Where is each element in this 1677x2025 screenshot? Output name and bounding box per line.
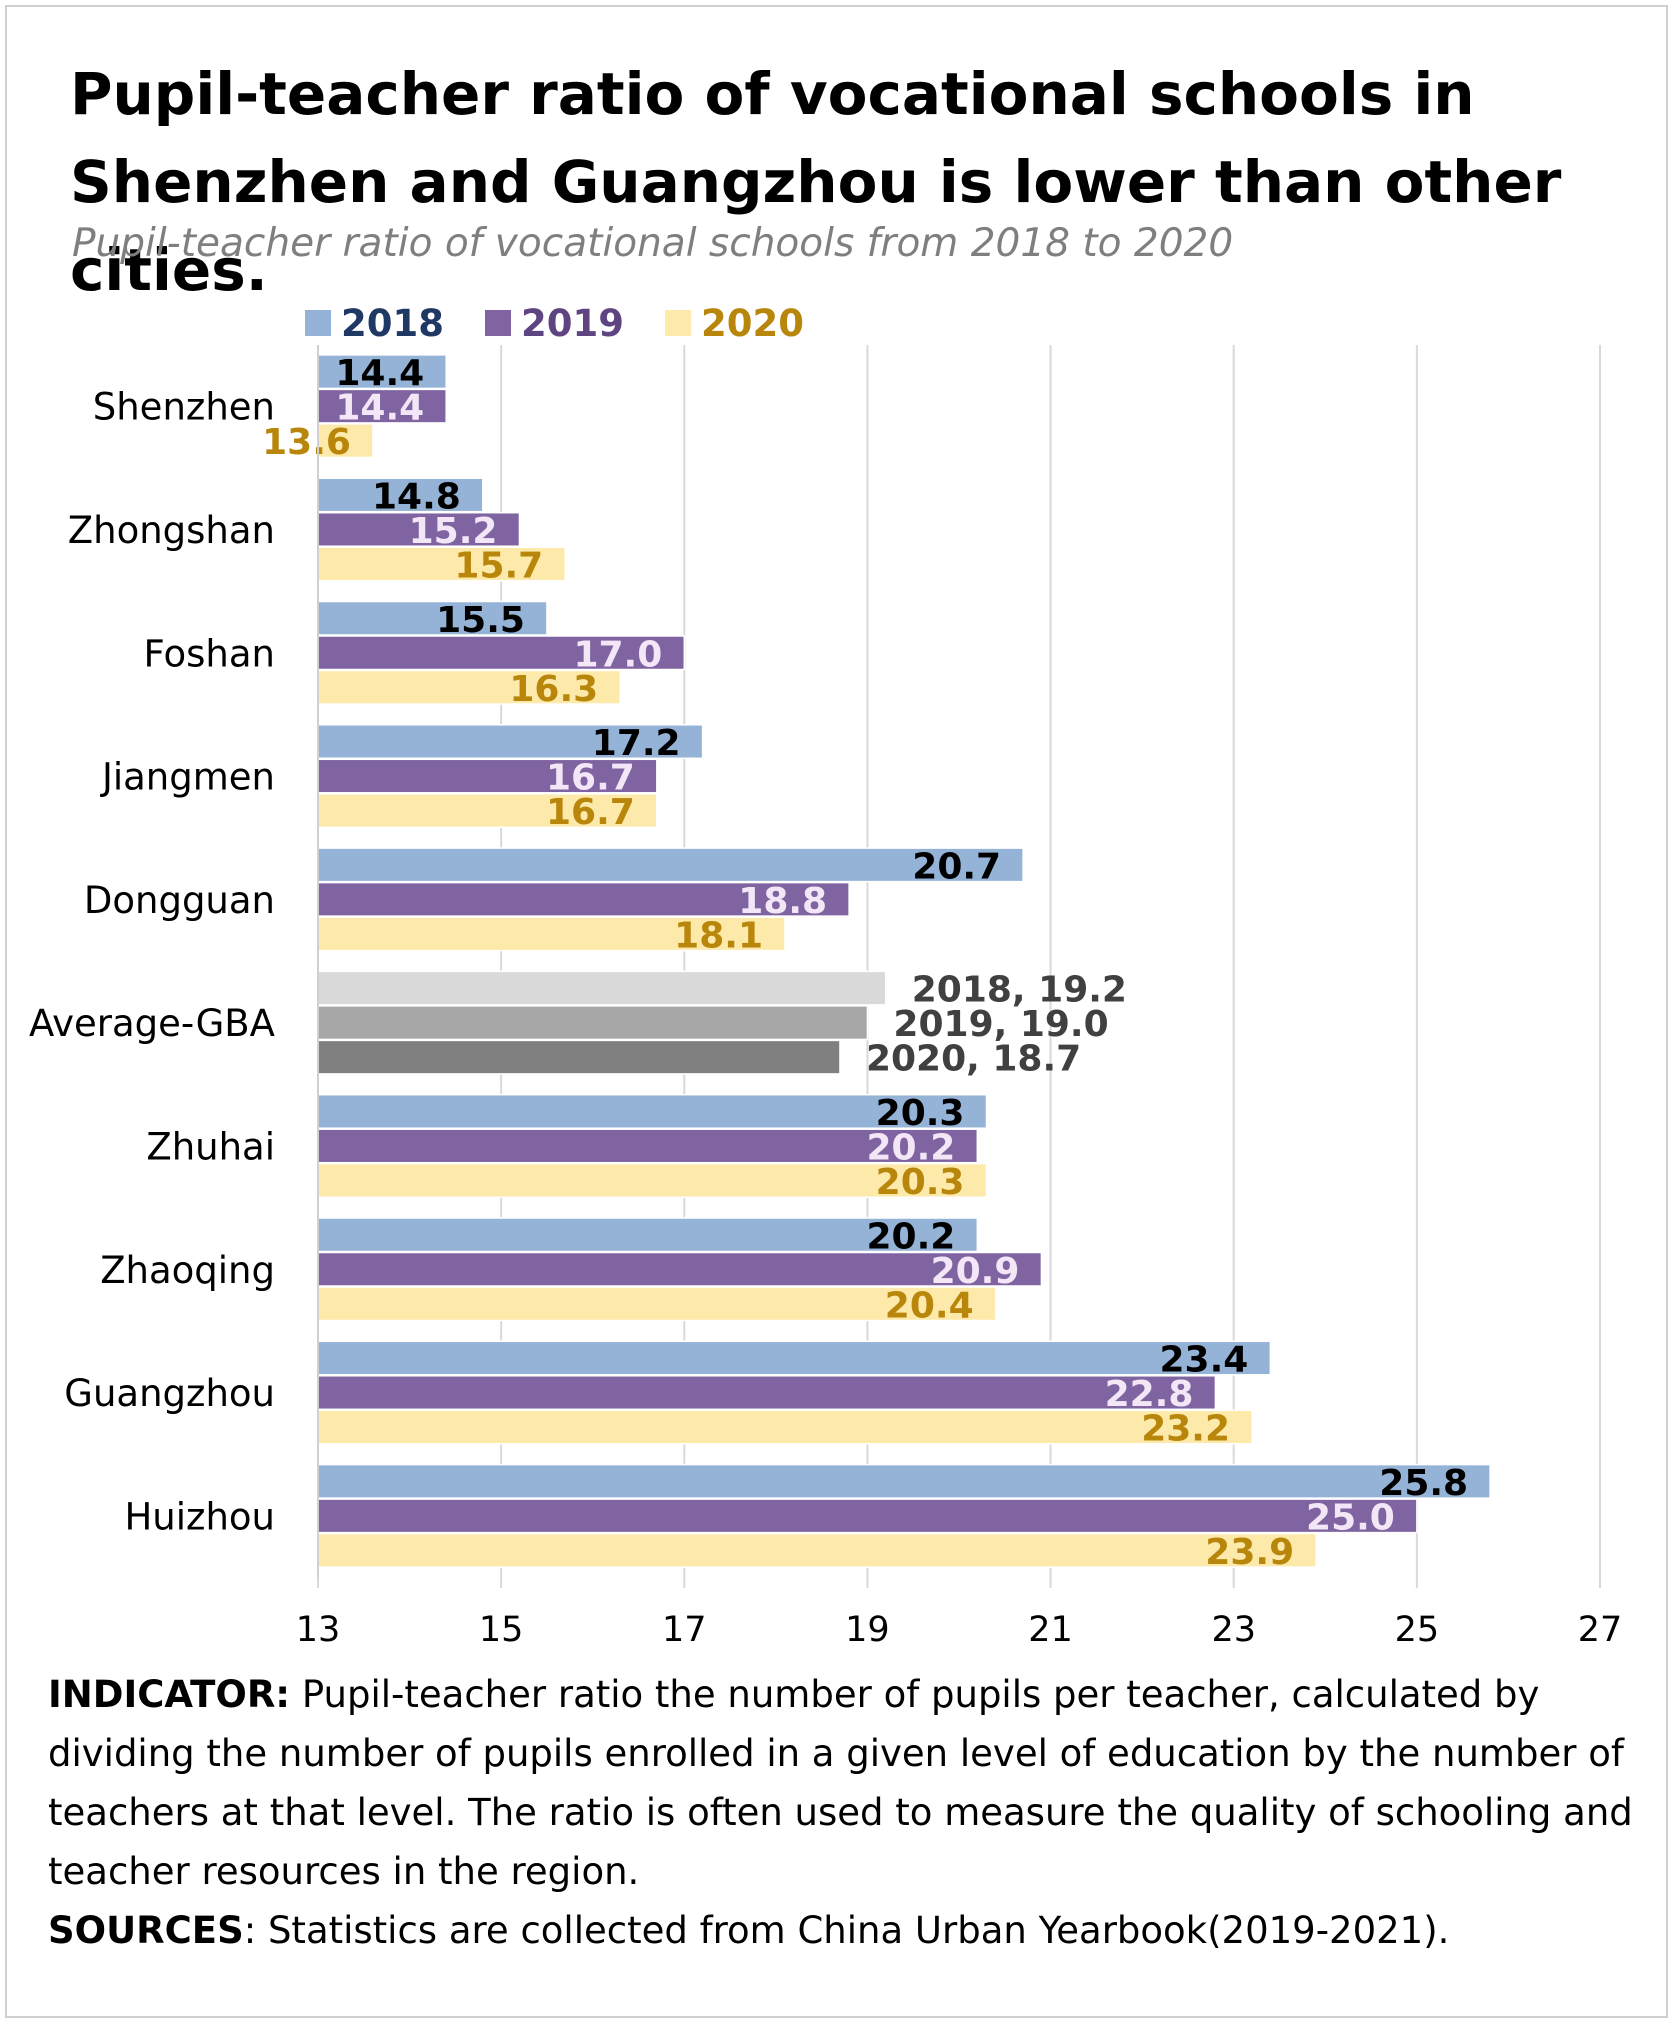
data-label-dongguan-2020: 18.1 — [674, 915, 763, 956]
data-label-zhongshan-2018: 14.8 — [372, 476, 461, 517]
data-label-huizhou-2018: 25.8 — [1379, 1463, 1468, 1504]
x-tick-label-25: 25 — [1395, 1610, 1440, 1650]
category-label-zhongshan: Zhongshan — [68, 509, 275, 552]
data-label-jiangmen-2019: 16.7 — [546, 758, 635, 799]
data-label-zhaoqing-2019: 20.9 — [931, 1251, 1020, 1292]
bar-zhaoqing-2018 — [317, 1217, 979, 1253]
sources-label: SOURCES — [48, 1909, 244, 1952]
bar-shenzhen-2020 — [317, 423, 374, 459]
bar-huizhou-2020 — [317, 1532, 1317, 1568]
bar-zhuhai-2018 — [317, 1093, 988, 1129]
bar-dongguan-2018 — [317, 847, 1024, 883]
data-label-huizhou-2020: 23.9 — [1205, 1532, 1294, 1573]
data-label-shenzhen-2018: 14.4 — [335, 353, 424, 394]
bar-average-gba-2018 — [317, 970, 887, 1006]
bar-huizhou-2019 — [317, 1498, 1418, 1534]
data-label-guangzhou-2019: 22.8 — [1105, 1374, 1194, 1415]
legend-swatch-2019 — [485, 310, 511, 336]
data-label-guangzhou-2020: 23.2 — [1141, 1409, 1230, 1450]
data-label-dongguan-2018: 20.7 — [912, 846, 1001, 887]
category-label-zhaoqing: Zhaoqing — [100, 1249, 275, 1292]
data-label-shenzhen-2019: 14.4 — [335, 388, 424, 429]
bar-jiangmen-2020 — [317, 793, 658, 829]
category-label-shenzhen: Shenzhen — [93, 386, 275, 429]
x-tick-label-13: 13 — [296, 1610, 341, 1650]
data-label-zhuhai-2020: 20.3 — [876, 1162, 965, 1203]
category-label-jiangmen: Jiangmen — [100, 756, 275, 799]
data-label-foshan-2018: 15.5 — [436, 600, 525, 641]
sources-note: SOURCES: Statistics are collected from C… — [48, 1901, 1638, 1960]
legend-label-2019: 2019 — [521, 302, 624, 345]
data-label-zhongshan-2019: 15.2 — [409, 511, 498, 552]
sources-text: : Statistics are collected from China Ur… — [243, 1909, 1450, 1952]
bar-jiangmen-2018 — [317, 724, 704, 760]
bar-dongguan-2019 — [317, 881, 850, 917]
data-label-jiangmen-2018: 17.2 — [592, 723, 681, 764]
legend-label-2020: 2020 — [701, 302, 804, 345]
data-label-huizhou-2019: 25.0 — [1306, 1497, 1395, 1538]
data-label-zhuhai-2018: 20.3 — [876, 1093, 965, 1134]
x-tick-label-19: 19 — [845, 1610, 890, 1650]
bar-foshan-2019 — [317, 635, 686, 671]
bar-shenzhen-2019 — [317, 388, 447, 424]
bar-dongguan-2020 — [317, 916, 786, 952]
bar-chart: 13 15 17 19 21 23 25 27 2018 2019 2020 Shenzhen 14.4… — [29, 302, 1623, 1650]
bar-average-gba-2019 — [317, 1005, 869, 1041]
footer-notes: INDICATOR: Pupil-teacher ratio the numbe… — [48, 1665, 1638, 1960]
x-tick-label-15: 15 — [479, 1610, 524, 1650]
chart-subtitle: Pupil-teacher ratio of vocational school… — [72, 221, 1234, 266]
bar-zhuhai-2020 — [317, 1162, 988, 1198]
category-label-huizhou: Huizhou — [124, 1495, 275, 1538]
data-label-dongguan-2019: 18.8 — [738, 881, 827, 922]
data-label-foshan-2019: 17.0 — [573, 634, 662, 675]
x-tick-label-23: 23 — [1211, 1610, 1256, 1650]
category-label-dongguan: Dongguan — [84, 879, 275, 922]
data-label-zhuhai-2019: 20.2 — [866, 1127, 955, 1168]
legend-swatch-2018 — [305, 310, 331, 336]
bar-average-gba-2020 — [317, 1039, 841, 1075]
chart-frame — [5, 5, 1668, 2018]
bar-guangzhou-2019 — [317, 1375, 1217, 1411]
data-label-zhaoqing-2018: 20.2 — [866, 1216, 955, 1257]
bar-guangzhou-2018 — [317, 1340, 1272, 1376]
category-label-foshan: Foshan — [144, 632, 275, 675]
indicator-label: INDICATOR: — [48, 1673, 291, 1716]
bar-zhongshan-2018 — [317, 477, 484, 513]
bar-foshan-2020 — [317, 669, 621, 705]
legend-label-2018: 2018 — [341, 302, 444, 345]
bar-guangzhou-2020 — [317, 1409, 1253, 1445]
chart-title: Pupil-teacher ratio of vocational school… — [70, 60, 1562, 304]
legend-swatch-2020 — [665, 310, 691, 336]
data-label-zhongshan-2020: 15.7 — [454, 545, 543, 586]
indicator-note: INDICATOR: Pupil-teacher ratio the numbe… — [48, 1665, 1638, 1901]
data-label-zhaoqing-2020: 20.4 — [885, 1285, 974, 1326]
data-label-average-gba-2019: 2019, 19.0 — [893, 1004, 1108, 1045]
data-label-jiangmen-2020: 16.7 — [546, 792, 635, 833]
bar-huizhou-2018 — [317, 1463, 1491, 1499]
data-label-average-gba-2018: 2018, 19.2 — [912, 970, 1127, 1011]
x-tick-label-21: 21 — [1028, 1610, 1073, 1650]
bar-zhuhai-2019 — [317, 1128, 979, 1164]
category-label-average-gba: Average-GBA — [29, 1002, 275, 1045]
data-label-guangzhou-2018: 23.4 — [1160, 1340, 1249, 1381]
x-tick-label-27: 27 — [1578, 1610, 1623, 1650]
x-tick-label-17: 17 — [662, 1610, 707, 1650]
indicator-text: Pupil-teacher ratio the number of pupils… — [48, 1673, 1633, 1893]
data-label-average-gba-2020: 2020, 18.7 — [866, 1039, 1081, 1080]
data-label-foshan-2020: 16.3 — [509, 669, 598, 710]
category-label-zhuhai: Zhuhai — [146, 1125, 275, 1168]
bar-zhaoqing-2020 — [317, 1286, 997, 1322]
data-label-shenzhen-2020: 13.6 — [262, 422, 351, 463]
bar-zhongshan-2020 — [317, 546, 566, 582]
category-label-guangzhou: Guangzhou — [64, 1372, 275, 1415]
bar-jiangmen-2019 — [317, 758, 658, 794]
